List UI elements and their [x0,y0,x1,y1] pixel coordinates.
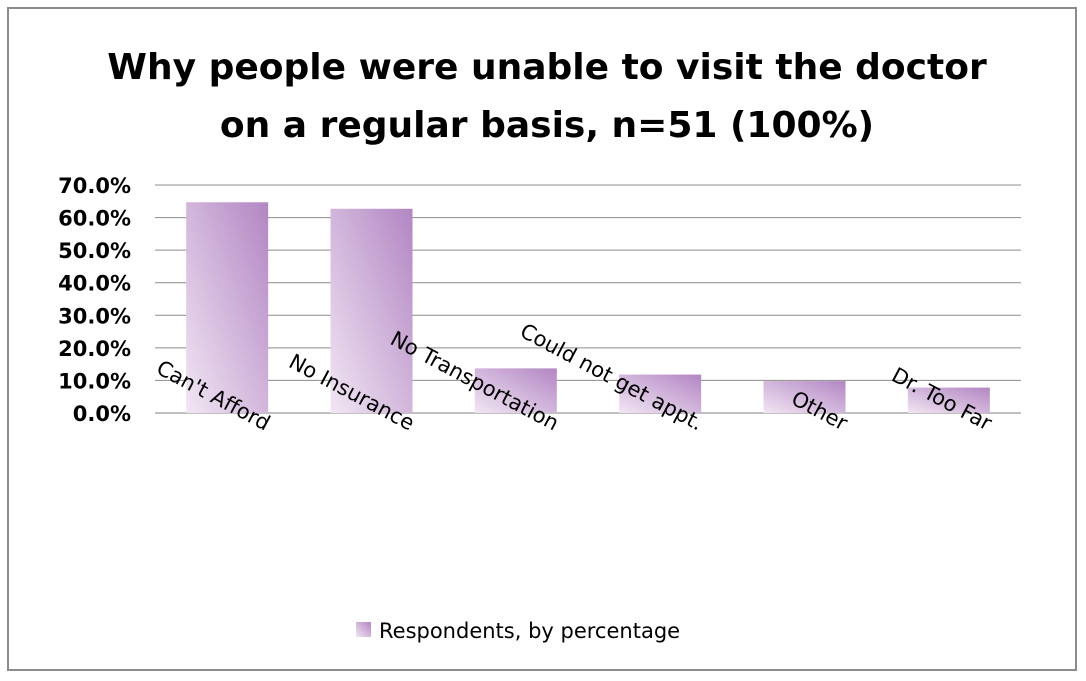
legend: Respondents, by percentage [356,619,680,643]
bar [763,381,846,413]
bar [186,202,269,413]
y-tick-label: 20.0% [58,337,131,361]
y-tick-label: 50.0% [58,239,131,263]
chart-title-line-1: Why people were unable to visit the doct… [107,47,987,88]
y-tick-label: 30.0% [58,304,131,328]
bar [330,208,413,413]
bar [619,374,702,413]
chart-title-line-2: on a regular basis, n=51 (100%) [220,105,874,146]
gridlines [155,184,1021,414]
y-tick-label: 60.0% [58,207,131,231]
legend-label: Respondents, by percentage [379,619,680,643]
bar [907,387,990,413]
bars [186,202,990,413]
y-tick-label: 40.0% [58,272,131,296]
legend-swatch [356,622,371,637]
bar [474,368,557,413]
bar-chart: Why people were unable to visit the doct… [58,47,1021,643]
y-tick-label: 70.0% [58,174,131,198]
y-tick-label: 10.0% [58,369,131,393]
y-tick-label: 0.0% [73,402,131,426]
y-axis-ticks: 0.0% 10.0% 20.0% 30.0% 40.0% 50.0% 60.0% 70.0% [58,174,131,426]
chart-frame: Why people were unable to visit the doct… [7,7,1077,671]
